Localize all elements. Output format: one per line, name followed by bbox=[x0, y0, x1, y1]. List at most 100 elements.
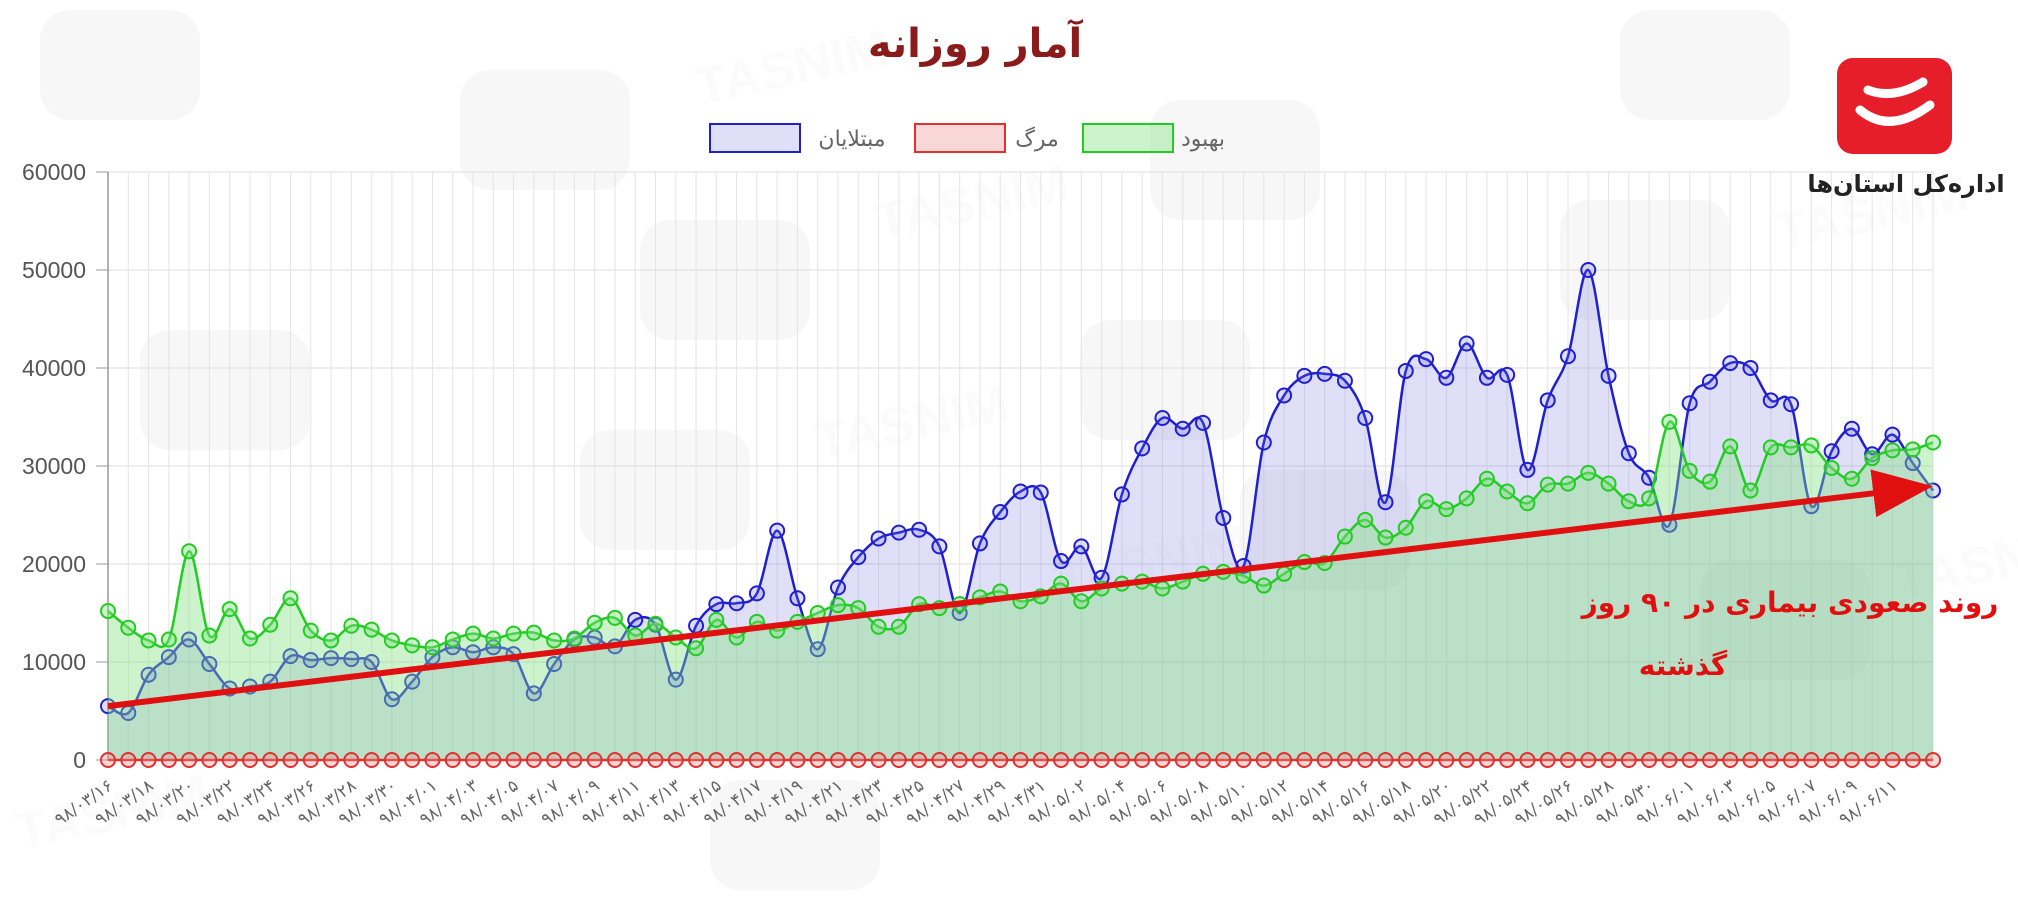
data-point-1 bbox=[100, 752, 116, 768]
data-point-0 bbox=[181, 631, 198, 648]
data-point-0 bbox=[667, 671, 684, 688]
data-point-0 bbox=[323, 650, 340, 667]
data-point-1 bbox=[1904, 752, 1921, 768]
chart-title: آمار روزانه bbox=[868, 18, 1084, 67]
data-point-0 bbox=[201, 655, 218, 672]
data-point-2 bbox=[1722, 438, 1739, 455]
data-point-0 bbox=[1722, 355, 1739, 372]
data-point-0 bbox=[1154, 409, 1171, 426]
data-point-1 bbox=[262, 752, 279, 768]
y-tick-label: 10000 bbox=[22, 649, 86, 675]
data-point-0 bbox=[1458, 335, 1475, 352]
data-point-0 bbox=[1681, 395, 1698, 412]
data-point-1 bbox=[1154, 752, 1171, 768]
data-point-2 bbox=[323, 632, 340, 649]
data-point-1 bbox=[728, 752, 745, 768]
data-point-2 bbox=[1803, 437, 1820, 454]
data-point-1 bbox=[1519, 752, 1536, 768]
data-point-0 bbox=[383, 691, 400, 708]
data-point-1 bbox=[282, 752, 299, 768]
data-point-2 bbox=[140, 632, 157, 649]
y-tick-label: 40000 bbox=[22, 355, 86, 381]
watermark-logo bbox=[640, 220, 810, 340]
watermark-logo bbox=[1150, 100, 1320, 220]
data-point-1 bbox=[748, 752, 765, 768]
legend-swatch-deaths bbox=[914, 123, 1006, 153]
data-point-2 bbox=[1499, 483, 1516, 500]
data-point-2 bbox=[606, 609, 623, 626]
data-point-2 bbox=[100, 603, 116, 620]
data-point-1 bbox=[890, 752, 907, 768]
data-point-1 bbox=[1458, 752, 1475, 768]
watermark-tasnim: TASNIM bbox=[810, 374, 1013, 471]
data-point-2 bbox=[241, 630, 258, 647]
legend-label-infected: مبتلایان bbox=[818, 127, 885, 152]
data-point-0 bbox=[1113, 486, 1130, 503]
data-point-0 bbox=[769, 522, 786, 539]
series-area-2 bbox=[108, 421, 1933, 760]
data-point-2 bbox=[870, 618, 887, 635]
tasnim-logo: اداره‌کل استان‌ها bbox=[1807, 58, 2005, 198]
data-point-1 bbox=[546, 752, 563, 768]
data-point-0 bbox=[850, 549, 867, 566]
data-point-2 bbox=[1641, 490, 1658, 507]
data-point-2 bbox=[546, 632, 563, 649]
data-point-2 bbox=[1438, 501, 1455, 518]
data-point-1 bbox=[1316, 752, 1333, 768]
data-point-2 bbox=[1580, 464, 1597, 481]
watermark-logo bbox=[580, 430, 750, 550]
data-point-1 bbox=[1276, 752, 1293, 768]
logo-caption: اداره‌کل استان‌ها bbox=[1807, 170, 2004, 198]
data-point-2 bbox=[1864, 450, 1881, 467]
data-point-0 bbox=[1276, 387, 1293, 404]
data-point-2 bbox=[1904, 441, 1921, 458]
data-point-1 bbox=[424, 752, 441, 768]
data-point-2 bbox=[383, 632, 400, 649]
data-point-2 bbox=[1154, 580, 1171, 597]
data-point-0 bbox=[1701, 373, 1718, 390]
data-point-1 bbox=[1499, 752, 1516, 768]
data-point-1 bbox=[1215, 752, 1232, 768]
series-line-2 bbox=[107, 420, 1934, 651]
data-point-2 bbox=[1560, 475, 1576, 492]
data-point-1 bbox=[363, 752, 380, 768]
data-point-1 bbox=[343, 752, 360, 768]
data-point-0 bbox=[1438, 369, 1455, 386]
data-point-2 bbox=[1276, 565, 1293, 582]
data-point-1 bbox=[1255, 752, 1272, 768]
data-point-1 bbox=[323, 752, 340, 768]
data-point-1 bbox=[769, 752, 786, 768]
data-point-1 bbox=[627, 752, 644, 768]
data-point-1 bbox=[1113, 752, 1130, 768]
data-point-2 bbox=[890, 618, 907, 635]
data-point-2 bbox=[1478, 470, 1495, 487]
data-point-1 bbox=[971, 752, 988, 768]
data-point-1 bbox=[1823, 752, 1840, 768]
data-point-0 bbox=[343, 651, 360, 668]
data-point-2 bbox=[1742, 482, 1759, 499]
data-point-1 bbox=[1032, 752, 1049, 768]
data-point-1 bbox=[688, 752, 705, 768]
data-point-0 bbox=[363, 654, 380, 670]
data-point-2 bbox=[1073, 593, 1090, 610]
data-point-0 bbox=[1742, 360, 1759, 376]
data-point-0 bbox=[1296, 367, 1313, 384]
data-point-1 bbox=[1438, 752, 1455, 768]
data-point-0 bbox=[789, 590, 806, 607]
data-point-1 bbox=[1053, 752, 1070, 768]
data-point-1 bbox=[667, 752, 684, 768]
data-point-1 bbox=[485, 752, 502, 768]
data-point-1 bbox=[606, 752, 623, 768]
data-point-1 bbox=[1864, 752, 1881, 768]
data-point-0 bbox=[160, 649, 177, 666]
data-point-1 bbox=[1560, 752, 1576, 768]
data-point-1 bbox=[1478, 752, 1495, 768]
data-point-1 bbox=[525, 752, 542, 768]
data-point-0 bbox=[971, 535, 988, 552]
data-point-2 bbox=[1701, 473, 1718, 490]
data-point-0 bbox=[1255, 434, 1272, 451]
legend-label-deaths: مرگ bbox=[1015, 126, 1059, 152]
legend-swatch-recovered bbox=[1082, 123, 1174, 153]
data-point-0 bbox=[1316, 365, 1333, 382]
